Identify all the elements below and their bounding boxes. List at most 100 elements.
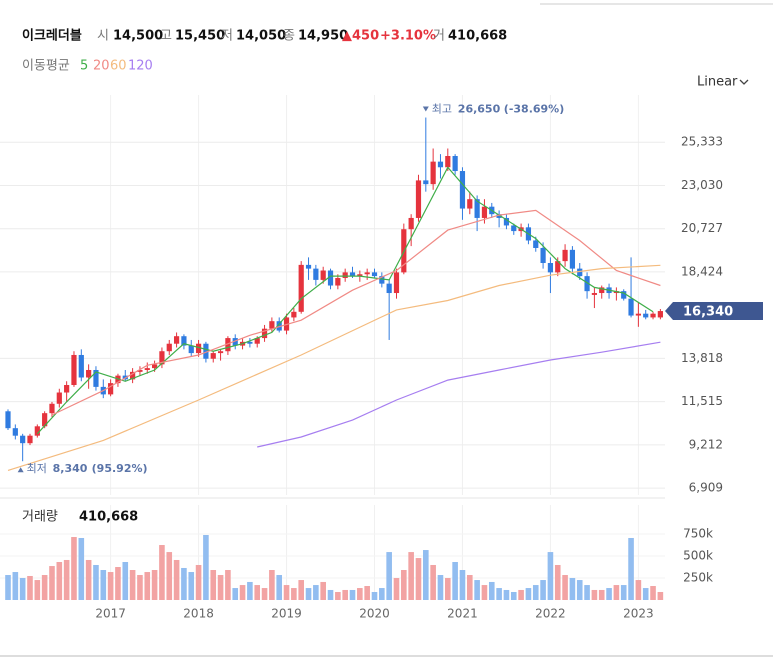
volume-bar — [181, 567, 187, 600]
volume-bar — [371, 591, 378, 600]
candle-body — [298, 264, 304, 312]
moving-average-line — [7, 264, 661, 471]
annotation-change: (-38.69%) — [504, 103, 564, 116]
scale-label[interactable]: Linear — [697, 75, 738, 90]
moving-average-line — [51, 209, 661, 416]
candle-body — [555, 261, 561, 273]
volume-bar — [650, 586, 656, 600]
legend-entry: 5 — [80, 59, 88, 74]
volume-bar — [217, 575, 224, 600]
candle-body — [56, 392, 62, 404]
candle-body — [261, 328, 268, 339]
x-tick-label: 2018 — [183, 607, 214, 621]
volume-bar — [510, 591, 517, 600]
price-change: ▲450 — [342, 29, 379, 44]
candle-body — [173, 336, 180, 344]
header-value: 410,668 — [448, 29, 507, 44]
candle-body — [64, 385, 70, 393]
volume-bar — [27, 575, 33, 600]
x-tick-label: 2017 — [95, 607, 126, 621]
candle-body — [635, 313, 641, 316]
candle-body — [423, 180, 429, 185]
volume-bar — [298, 580, 304, 600]
volume-bar — [115, 567, 121, 600]
candle-body — [217, 351, 224, 354]
scale-select[interactable]: Linear — [697, 75, 749, 90]
ma-title: 이동평균 — [22, 59, 70, 74]
legend-entry: 120 — [128, 59, 153, 74]
volume-bar — [584, 585, 590, 600]
candle-body — [540, 247, 546, 263]
volume-bar — [386, 552, 392, 600]
candle-body — [393, 272, 400, 294]
candle-body — [130, 371, 136, 380]
y-tick-label: 25,333 — [681, 135, 723, 149]
annotation-marker — [17, 467, 24, 473]
candle-body — [291, 311, 297, 318]
candle-body — [349, 272, 356, 277]
volume-bar — [12, 572, 19, 600]
candle-body — [27, 435, 33, 444]
volume-bar — [474, 580, 480, 600]
candle-body — [152, 364, 158, 369]
y-tick-label: 18,424 — [681, 264, 723, 278]
volume-bar — [628, 537, 634, 600]
volume-bar — [151, 570, 158, 600]
volume-bar — [576, 580, 583, 600]
legend-entry: 60 — [110, 59, 127, 74]
volume-bar — [591, 589, 598, 600]
volume-bar — [261, 588, 268, 600]
volume-bar — [379, 588, 385, 600]
candle-body — [621, 291, 627, 299]
candle-body — [34, 426, 40, 436]
candle-body — [657, 311, 663, 318]
volume-value: 410,668 — [79, 510, 138, 525]
candle-body — [159, 351, 165, 365]
candle-body — [562, 249, 568, 262]
volume-bar — [342, 589, 348, 600]
candle-body — [166, 343, 172, 352]
chevron-icon[interactable] — [739, 79, 749, 85]
candle-body — [459, 171, 466, 209]
volume-bar — [291, 588, 297, 600]
volume-bar — [496, 588, 502, 600]
volume-bar — [393, 578, 400, 600]
candle-body — [247, 341, 253, 344]
y-tick-label: 11,515 — [681, 394, 723, 408]
candle-body — [445, 156, 451, 168]
volume-bar — [415, 558, 422, 600]
volume-bar — [503, 589, 510, 600]
volume-bar — [540, 580, 546, 600]
candle-body — [327, 270, 334, 286]
volume-bar — [5, 575, 11, 600]
volume-bar — [466, 575, 473, 600]
stock-name: 이크레더블 — [22, 28, 82, 44]
candle-body — [254, 338, 260, 344]
header-label: 시 — [97, 29, 109, 44]
candle-body — [12, 428, 18, 436]
candle-body — [408, 217, 414, 230]
header-value: 15,450 — [175, 29, 225, 44]
candle-body — [195, 343, 202, 354]
volume-tick-label: 750k — [683, 527, 713, 541]
volume-bar — [635, 580, 642, 600]
volume-bar — [437, 575, 444, 600]
volume-bar — [137, 575, 143, 600]
candle-body — [225, 338, 231, 352]
candle-body — [210, 353, 216, 359]
candle-body — [86, 369, 92, 378]
candle-body — [269, 321, 275, 329]
candle-body — [569, 249, 576, 269]
volume-bar — [357, 588, 363, 600]
candle-body — [232, 338, 238, 346]
header-value: 14,050 — [236, 29, 286, 44]
volume-bar — [100, 570, 107, 600]
candle-body — [49, 403, 55, 414]
volume-bar — [401, 570, 407, 600]
price-change-pct: +3.10% — [380, 29, 436, 44]
annotation-marker — [422, 106, 429, 112]
candle-body — [71, 354, 77, 386]
volume-bar — [144, 572, 151, 600]
volume-bar — [203, 534, 209, 600]
header-label: 거 — [433, 29, 445, 44]
